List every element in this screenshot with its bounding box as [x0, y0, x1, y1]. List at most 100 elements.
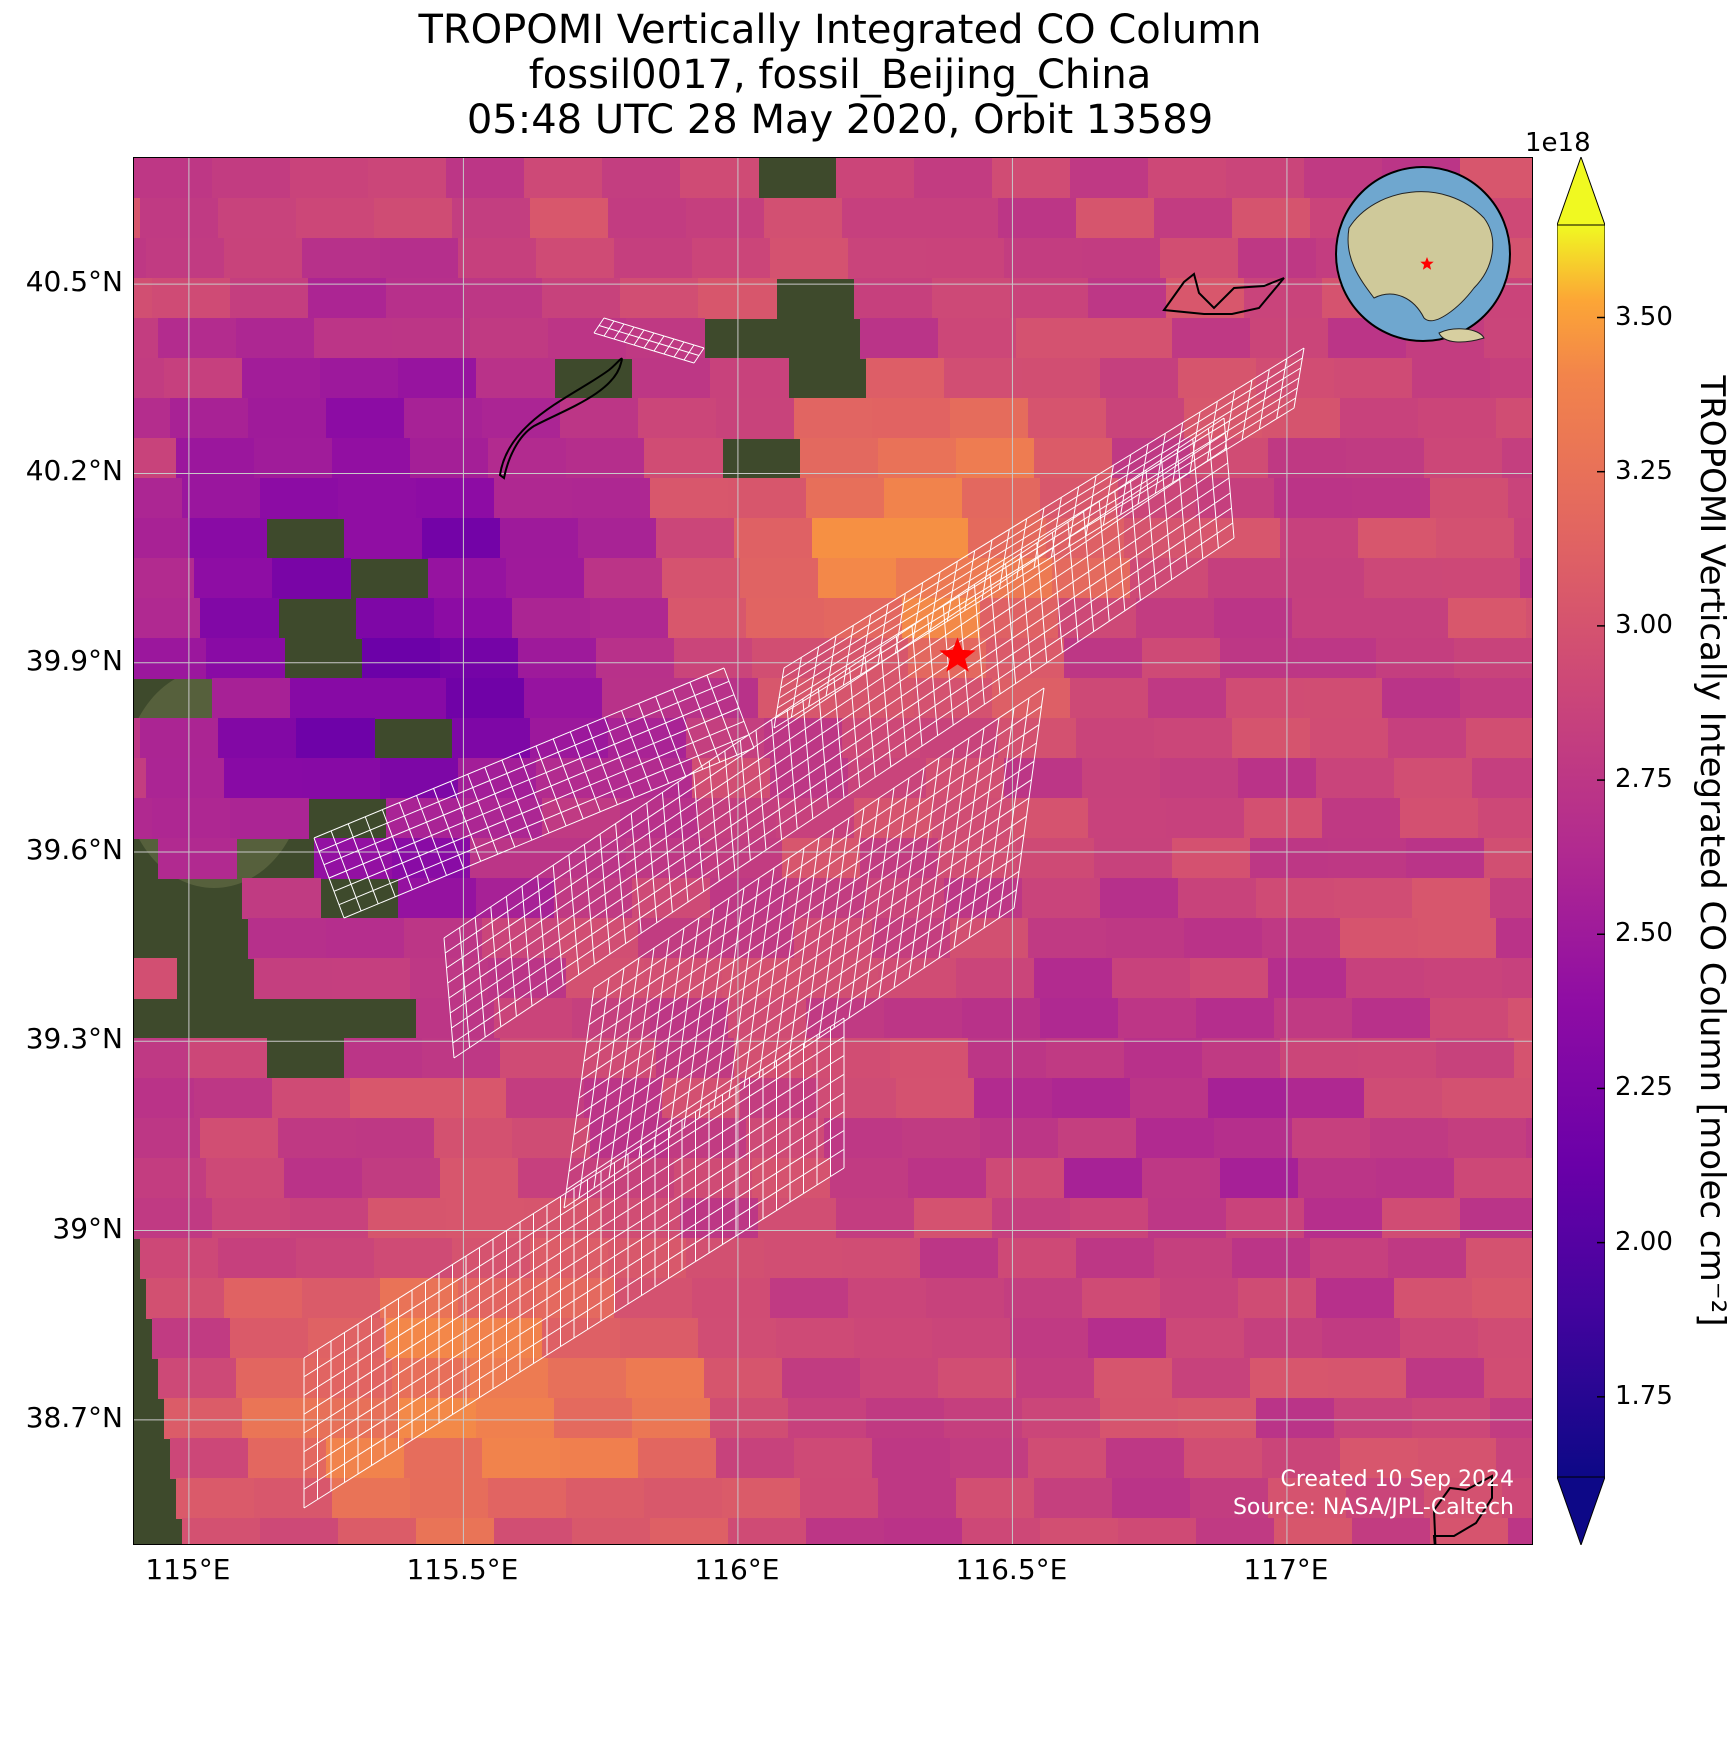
swath-pixel: [578, 518, 657, 559]
swath-pixel: [236, 318, 315, 359]
colorbar-tick-label: 1.75: [1615, 1380, 1673, 1411]
swath-pixel: [884, 1518, 963, 1544]
swath-pixel: [1052, 1078, 1131, 1119]
swath-pixel: [212, 158, 291, 199]
swath-pixel: [914, 678, 993, 719]
tropomi-swath-pixels: [134, 158, 1532, 1544]
swath-pixel: [380, 758, 459, 799]
swath-pixel: [1040, 998, 1119, 1039]
swath-pixel: [614, 1278, 693, 1319]
swath-pixel: [446, 678, 525, 719]
swath-pixel: [950, 398, 1029, 439]
lat-tick-label: 40.5°N: [25, 265, 123, 299]
swath-pixel: [548, 318, 627, 359]
swath-pixel: [866, 1398, 945, 1439]
swath-pixel: [1196, 1518, 1275, 1544]
swath-pixel: [1460, 678, 1532, 719]
swath-pixel: [914, 158, 993, 199]
swath-pixel: [1148, 678, 1227, 719]
swath-pixel: [1118, 998, 1197, 1039]
swath-pixel: [1472, 758, 1532, 799]
swath-pixel: [182, 478, 261, 519]
swath-pixel: [1112, 958, 1191, 999]
swath-pixel: [368, 678, 447, 719]
swath-pixel: [440, 638, 519, 679]
swath-pixel: [290, 158, 369, 199]
swath-pixel: [764, 1238, 843, 1279]
swath-pixel: [1112, 1478, 1191, 1519]
swath-pixel: [1274, 1518, 1353, 1544]
swath-pixel: [134, 318, 159, 359]
swath-pixel: [1106, 918, 1185, 959]
swath-pixel: [1376, 1158, 1455, 1199]
lat-tick-label: 39.9°N: [25, 643, 123, 677]
swath-pixel: [242, 1398, 321, 1439]
swath-pixel: [338, 478, 417, 519]
footprint-mesh: [593, 317, 705, 364]
swath-pixel: [134, 358, 165, 399]
swath-pixel: [608, 718, 687, 759]
swath-pixel: [1178, 358, 1257, 399]
swath-pixel: [134, 278, 153, 319]
swath-pixel: [680, 158, 759, 199]
swath-pixel: [416, 478, 495, 519]
swath-pixel: [1058, 598, 1137, 639]
swath-pixel: [968, 1038, 1047, 1079]
swath-pixel: [134, 718, 141, 759]
swath-pixel: [596, 638, 675, 679]
swath-pixel: [902, 1118, 981, 1159]
swath-pixel: [932, 1318, 1011, 1359]
swath-pixel: [992, 158, 1071, 199]
reservoir-outline: [498, 357, 623, 480]
swath-pixel: [818, 558, 897, 599]
swath-pixel: [560, 1438, 639, 1479]
swath-pixel: [404, 1438, 483, 1479]
map-panel[interactable]: Created 10 Sep 2024 Source: NASA/JPL-Cal…: [133, 157, 1533, 1545]
swath-pixel: [1292, 1118, 1371, 1159]
swath-pixel: [680, 678, 759, 719]
swath-pixel: [1208, 558, 1287, 599]
swath-pixel: [470, 838, 549, 879]
swath-pixel: [1238, 758, 1317, 799]
swath-pixel: [1172, 318, 1251, 359]
swath-pixel: [1340, 398, 1419, 439]
swath-pixel: [422, 518, 501, 559]
footprint-grid: [303, 1017, 845, 1509]
swath-pixel: [650, 1518, 729, 1544]
swath-pixel: [914, 1198, 993, 1239]
swath-pixel: [770, 238, 849, 279]
swath-pixel: [1508, 1518, 1532, 1544]
swath-pixel: [536, 1278, 615, 1319]
swath-pixel: [452, 718, 531, 759]
swath-pixel: [1364, 558, 1443, 599]
swath-pixel: [890, 1038, 969, 1079]
swath-pixel: [602, 678, 681, 719]
swath-pixel: [1490, 878, 1532, 919]
coast-outline: [1432, 1474, 1493, 1544]
swath-pixel: [1100, 358, 1179, 399]
swath-pixel: [158, 838, 237, 879]
swath-pixel: [152, 798, 231, 839]
swath-pixel: [1076, 718, 1155, 759]
swath-pixel: [1322, 798, 1401, 839]
swath-pixel: [416, 1518, 495, 1544]
swath-pixel: [1358, 1038, 1437, 1079]
lon-tick-label: 116°E: [694, 1553, 780, 1586]
swath-pixel: [1382, 678, 1461, 719]
swath-pixel: [1190, 1478, 1269, 1519]
swath-pixel: [1160, 1278, 1239, 1319]
swath-pixel: [1232, 198, 1311, 239]
swath-pixel: [1106, 398, 1185, 439]
swath-pixel: [596, 1158, 675, 1199]
swath-pixel: [1250, 838, 1329, 879]
swath-pixel: [194, 558, 273, 599]
target-star-icon[interactable]: [939, 637, 976, 672]
swath-pixel: [626, 1358, 705, 1399]
title-line-1: TROPOMI Vertically Integrated CO Column: [418, 7, 1262, 53]
swath-pixel: [1418, 398, 1497, 439]
colorbar-extend-min: [1557, 1476, 1605, 1545]
swath-pixel: [1502, 958, 1532, 999]
co-column-map[interactable]: [134, 158, 1533, 1545]
swath-pixel: [1070, 1198, 1149, 1239]
swath-pixel: [206, 638, 285, 679]
